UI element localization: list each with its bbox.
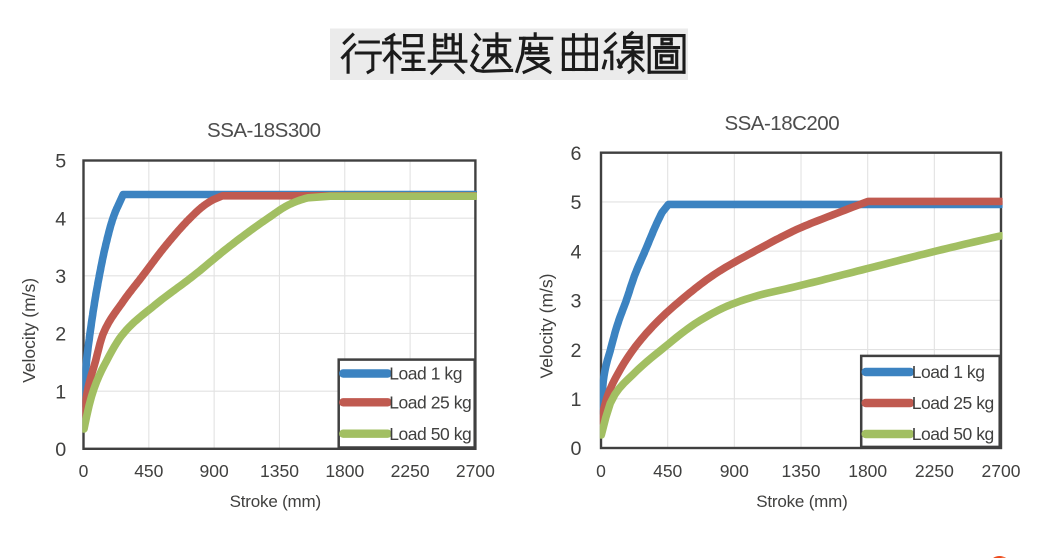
svg-text:Velocity (m/s): Velocity (m/s) xyxy=(537,273,557,378)
svg-text:0: 0 xyxy=(571,438,582,460)
svg-text:2: 2 xyxy=(571,340,582,362)
svg-text:Load 1 kg: Load 1 kg xyxy=(912,362,985,382)
svg-text:1: 1 xyxy=(55,381,66,403)
svg-text:1350: 1350 xyxy=(260,461,299,481)
svg-text:3: 3 xyxy=(55,266,66,288)
svg-text:0: 0 xyxy=(55,439,66,461)
svg-text:0: 0 xyxy=(79,461,89,481)
svg-text:4: 4 xyxy=(571,241,582,263)
svg-text:2: 2 xyxy=(55,324,66,346)
svg-text:0: 0 xyxy=(596,461,606,481)
svg-text:450: 450 xyxy=(653,461,682,481)
svg-text:3: 3 xyxy=(571,291,582,313)
svg-text:5: 5 xyxy=(55,151,66,173)
svg-text:Stroke (mm): Stroke (mm) xyxy=(756,492,847,511)
svg-text:Load 50 kg: Load 50 kg xyxy=(912,424,994,444)
svg-text:1: 1 xyxy=(571,389,582,411)
svg-text:1800: 1800 xyxy=(325,461,364,481)
svg-text:SSA-18C200: SSA-18C200 xyxy=(724,112,839,135)
svg-text:SSA-18S300: SSA-18S300 xyxy=(207,119,321,142)
svg-text:Load 25 kg: Load 25 kg xyxy=(912,393,994,413)
svg-text:2250: 2250 xyxy=(391,461,430,481)
svg-text:1800: 1800 xyxy=(848,461,887,481)
svg-text:Load 1 kg: Load 1 kg xyxy=(389,364,462,384)
svg-text:Load 50 kg: Load 50 kg xyxy=(389,424,471,444)
svg-text:6: 6 xyxy=(571,143,582,165)
svg-text:900: 900 xyxy=(720,461,749,481)
svg-text:4: 4 xyxy=(55,208,66,230)
svg-text:1350: 1350 xyxy=(782,461,821,481)
svg-text:Velocity (m/s): Velocity (m/s) xyxy=(19,278,39,383)
svg-text:Load 25 kg: Load 25 kg xyxy=(389,393,471,413)
svg-text:Stroke (mm): Stroke (mm) xyxy=(230,492,321,511)
svg-text:2700: 2700 xyxy=(982,461,1021,481)
svg-text:900: 900 xyxy=(199,461,228,481)
svg-text:5: 5 xyxy=(571,192,582,214)
svg-text:450: 450 xyxy=(134,461,163,481)
svg-text:2700: 2700 xyxy=(456,461,495,481)
svg-text:2250: 2250 xyxy=(915,461,954,481)
